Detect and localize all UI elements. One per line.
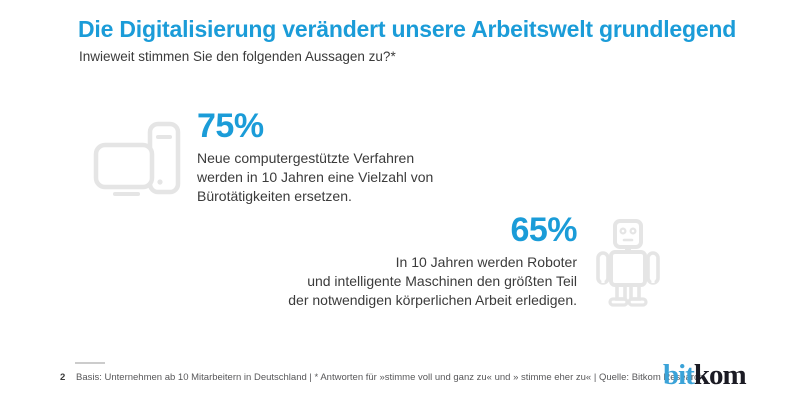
stat-text-line: Bürotätigkeiten ersetzen. <box>197 188 352 204</box>
stat-text-line: In 10 Jahren werden Roboter <box>395 254 577 270</box>
slide-subtitle: Inwieweit stimmen Sie den folgenden Auss… <box>79 49 396 64</box>
stat-text-65: In 10 Jahren werden Roboter und intellig… <box>288 253 577 310</box>
footer-note: Basis: Unternehmen ab 10 Mitarbeitern in… <box>76 372 705 383</box>
stat-text-line: der notwendigen körperlichen Arbeit erle… <box>288 292 577 308</box>
stat-value-75: 75% <box>197 107 264 145</box>
stat-value-65: 65% <box>510 211 577 249</box>
logo-part-bit: bit <box>663 359 695 391</box>
stat-block-computer: 75% Neue computergestützte Verfahren wer… <box>197 106 433 206</box>
footer-divider <box>75 362 105 364</box>
desktop-computer-icon <box>93 121 181 196</box>
stat-block-robot: 65% In 10 Jahren werden Roboter und inte… <box>288 210 577 310</box>
stat-text-line: Neue computergestützte Verfahren <box>197 150 415 166</box>
robot-icon <box>596 219 660 307</box>
stat-text-line: und intelligente Maschinen den größten T… <box>307 273 577 289</box>
page-title: Die Digitalisierung verändert unsere Arb… <box>78 16 737 42</box>
stat-text-75: Neue computergestützte Verfahren werden … <box>197 149 433 206</box>
page-number: 2 <box>60 372 66 383</box>
stat-text-line: werden in 10 Jahren eine Vielzahl von <box>197 169 434 185</box>
logo-part-kom: kom <box>693 359 747 391</box>
bitkom-logo: bitkom <box>663 359 747 391</box>
